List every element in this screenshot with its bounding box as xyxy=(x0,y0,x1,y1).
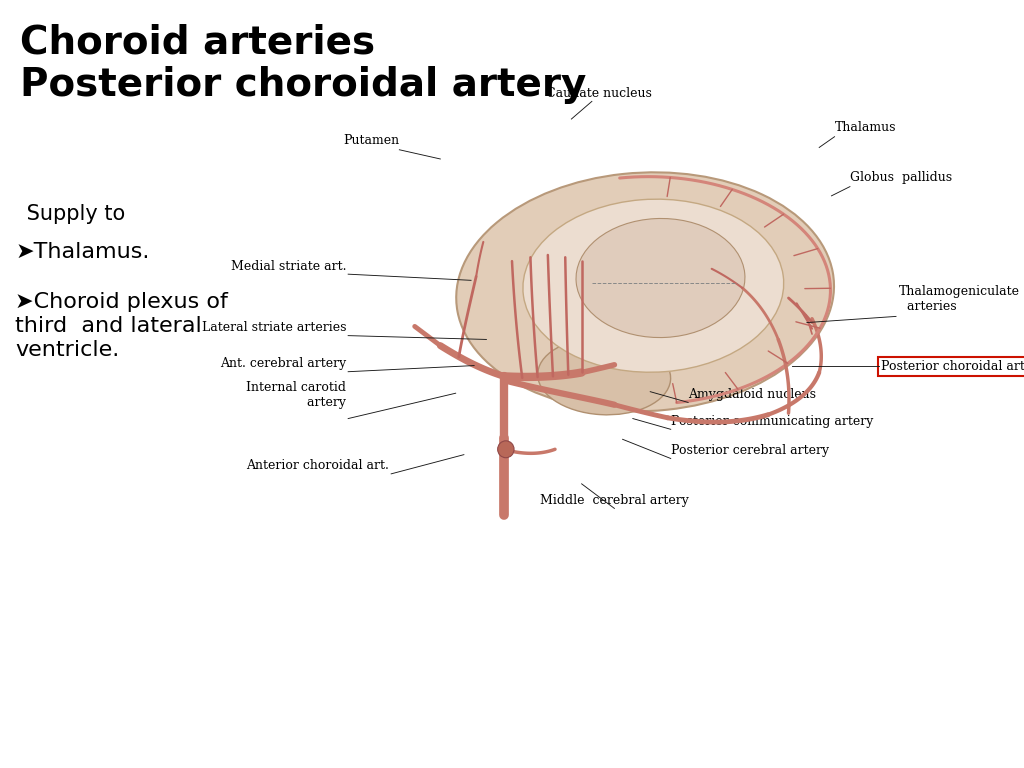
Text: Amygdaloid nucleus: Amygdaloid nucleus xyxy=(688,388,816,401)
Text: Putamen: Putamen xyxy=(343,134,399,147)
Text: Posterior communicating artery: Posterior communicating artery xyxy=(671,415,873,428)
Ellipse shape xyxy=(498,441,514,458)
Text: Posterior cerebral artery: Posterior cerebral artery xyxy=(671,444,828,457)
Text: Ant. cerebral artery: Ant. cerebral artery xyxy=(220,357,346,370)
Text: Globus  pallidus: Globus pallidus xyxy=(850,171,952,184)
Ellipse shape xyxy=(538,338,671,415)
Text: Supply to: Supply to xyxy=(20,204,126,223)
Text: Thalamus: Thalamus xyxy=(835,121,896,134)
Text: ➤Thalamus.: ➤Thalamus. xyxy=(15,242,150,262)
Ellipse shape xyxy=(577,218,744,338)
Text: Choroid arteries
Posterior choroidal artery: Choroid arteries Posterior choroidal art… xyxy=(20,23,587,104)
Text: Anterior choroidal art.: Anterior choroidal art. xyxy=(246,459,389,472)
Text: Internal carotid
    artery: Internal carotid artery xyxy=(246,381,346,409)
Text: Medial striate art.: Medial striate art. xyxy=(230,260,346,273)
Text: ➤Choroid plexus of
third  and lateral
ventricle.: ➤Choroid plexus of third and lateral ven… xyxy=(15,292,228,360)
Text: Caudate nucleus: Caudate nucleus xyxy=(546,87,652,100)
Text: Lateral striate arteries: Lateral striate arteries xyxy=(202,321,346,334)
Ellipse shape xyxy=(523,199,783,372)
Text: Middle  cerebral artery: Middle cerebral artery xyxy=(540,494,689,507)
Text: Thalamogeniculate
  arteries: Thalamogeniculate arteries xyxy=(899,286,1020,313)
Text: Posterior choroidal art.: Posterior choroidal art. xyxy=(881,360,1024,372)
Ellipse shape xyxy=(457,172,834,412)
